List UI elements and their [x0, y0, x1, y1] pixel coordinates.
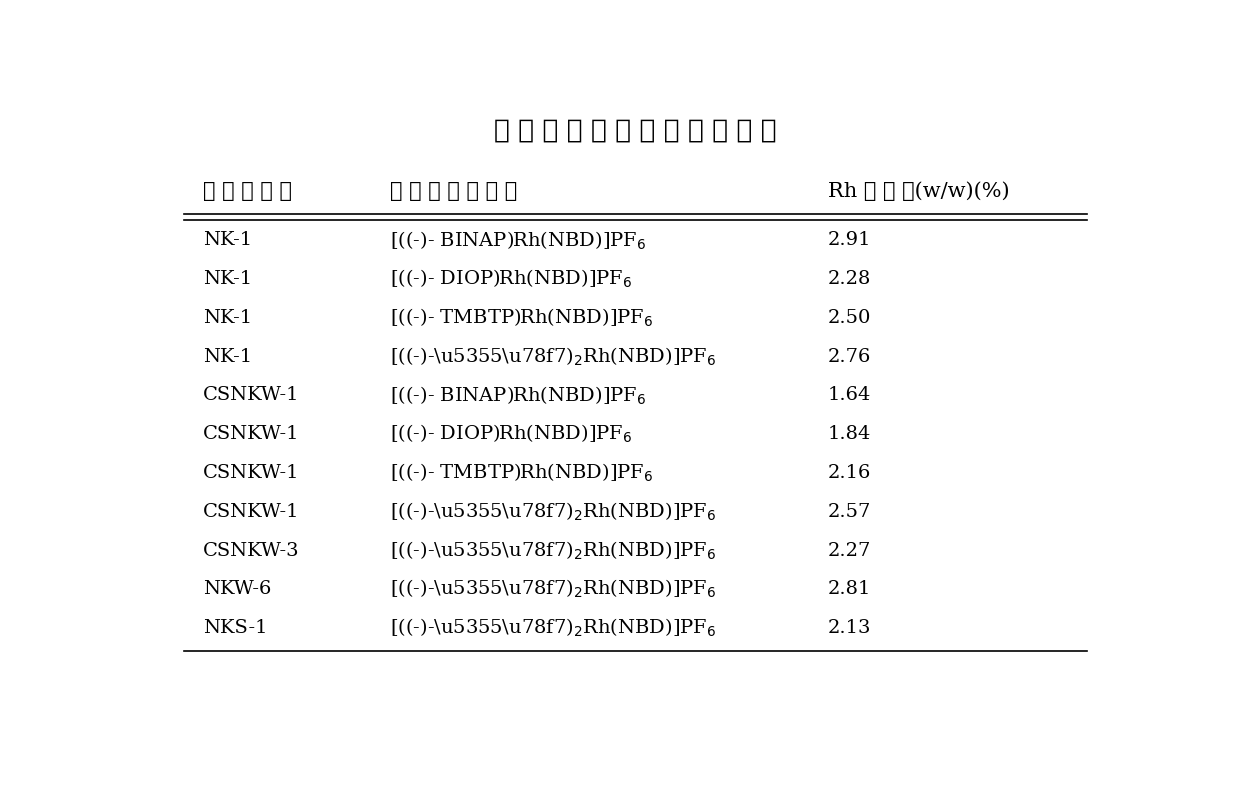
Text: 金 属 配 合 物 固 定 至 催 化 膜 上: 金 属 配 合 物 固 定 至 催 化 膜 上: [495, 117, 776, 142]
Text: [((-)-\u5355\u78f7)$_2$Rh(NBD)]PF$_6$: [((-)-\u5355\u78f7)$_2$Rh(NBD)]PF$_6$: [391, 539, 717, 562]
Text: 2.28: 2.28: [828, 270, 870, 288]
Text: 2.57: 2.57: [828, 503, 870, 521]
Text: CSNKW-1: CSNKW-1: [203, 464, 300, 482]
Text: [((-)-\u5355\u78f7)$_2$Rh(NBD)]PF$_6$: [((-)-\u5355\u78f7)$_2$Rh(NBD)]PF$_6$: [391, 501, 717, 523]
Text: CSNKW-1: CSNKW-1: [203, 503, 300, 521]
Text: NK-1: NK-1: [203, 309, 252, 327]
Text: [((-)- DIOP)Rh(NBD)]PF$_6$: [((-)- DIOP)Rh(NBD)]PF$_6$: [391, 268, 632, 290]
Text: [((-)- DIOP)Rh(NBD)]PF$_6$: [((-)- DIOP)Rh(NBD)]PF$_6$: [391, 423, 632, 445]
Text: 1.64: 1.64: [828, 387, 870, 404]
Text: [((-)- BINAP)Rh(NBD)]PF$_6$: [((-)- BINAP)Rh(NBD)]PF$_6$: [391, 384, 647, 407]
Text: 2.27: 2.27: [828, 542, 870, 559]
Text: Rh 负 载 量(w/w)(%): Rh 负 载 量(w/w)(%): [828, 181, 1009, 201]
Text: NKW-6: NKW-6: [203, 580, 272, 598]
Text: 2.91: 2.91: [828, 232, 872, 249]
Text: 膜 载 体 类 型: 膜 载 体 类 型: [203, 181, 293, 201]
Text: [((-)- BINAP)Rh(NBD)]PF$_6$: [((-)- BINAP)Rh(NBD)]PF$_6$: [391, 229, 647, 252]
Text: 2.76: 2.76: [828, 348, 870, 366]
Text: NKS-1: NKS-1: [203, 619, 268, 637]
Text: [((-)-\u5355\u78f7)$_2$Rh(NBD)]PF$_6$: [((-)-\u5355\u78f7)$_2$Rh(NBD)]PF$_6$: [391, 578, 717, 600]
Text: 2.16: 2.16: [828, 464, 870, 482]
Text: CSNKW-1: CSNKW-1: [203, 425, 300, 443]
Text: [((-)- TMBTP)Rh(NBD)]PF$_6$: [((-)- TMBTP)Rh(NBD)]PF$_6$: [391, 307, 653, 329]
Text: NK-1: NK-1: [203, 270, 252, 288]
Text: 2.50: 2.50: [828, 309, 870, 327]
Text: NK-1: NK-1: [203, 348, 252, 366]
Text: CSNKW-3: CSNKW-3: [203, 542, 300, 559]
Text: [((-)- TMBTP)Rh(NBD)]PF$_6$: [((-)- TMBTP)Rh(NBD)]PF$_6$: [391, 462, 653, 484]
Text: [((-)-\u5355\u78f7)$_2$Rh(NBD)]PF$_6$: [((-)-\u5355\u78f7)$_2$Rh(NBD)]PF$_6$: [391, 617, 717, 639]
Text: [((-)-\u5355\u78f7)$_2$Rh(NBD)]PF$_6$: [((-)-\u5355\u78f7)$_2$Rh(NBD)]PF$_6$: [391, 346, 717, 368]
Text: 钓 催 化 剂 配 合 物: 钓 催 化 剂 配 合 物: [391, 181, 517, 201]
Text: NK-1: NK-1: [203, 232, 252, 249]
Text: 2.81: 2.81: [828, 580, 870, 598]
Text: CSNKW-1: CSNKW-1: [203, 387, 300, 404]
Text: 2.13: 2.13: [828, 619, 872, 637]
Text: 1.84: 1.84: [828, 425, 870, 443]
